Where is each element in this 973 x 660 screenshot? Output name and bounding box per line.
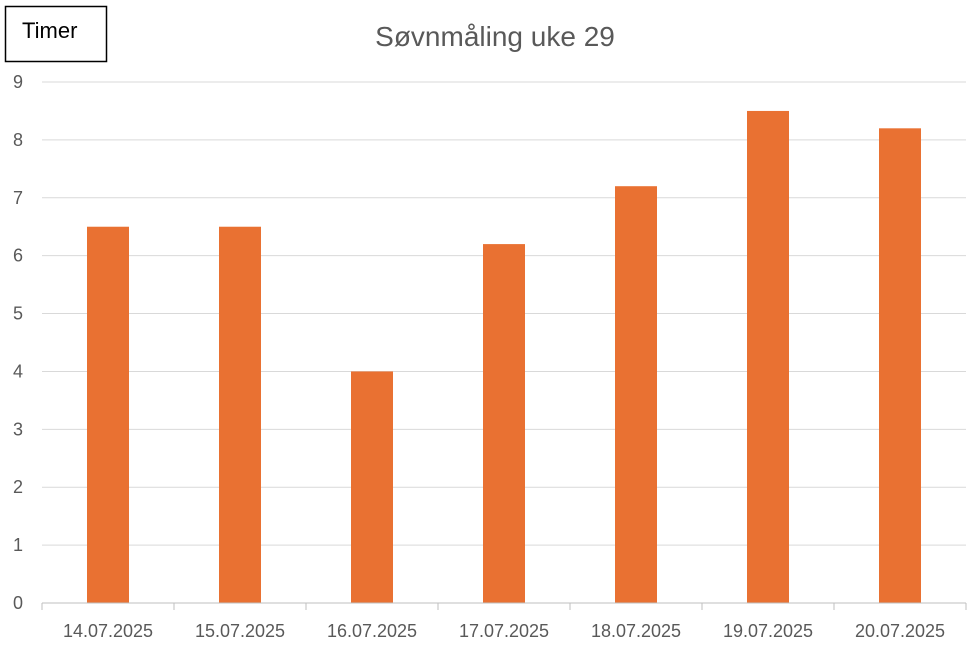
y-tick-label: 4: [13, 361, 23, 381]
x-tick-label: 16.07.2025: [327, 621, 417, 641]
x-tick-label: 19.07.2025: [723, 621, 813, 641]
y-axis-label: Timer: [22, 18, 77, 43]
y-unit-label-box: Timer: [4, 5, 108, 63]
chart-title: Søvnmåling uke 29: [375, 21, 615, 52]
y-tick-label: 9: [13, 72, 23, 92]
x-tick-label: 14.07.2025: [63, 621, 153, 641]
bar: [615, 186, 657, 603]
x-tick-labels: 14.07.2025 15.07.2025 16.07.2025 17.07.2025…: [63, 621, 945, 641]
x-tick-label: 17.07.2025: [459, 621, 549, 641]
bars: [87, 110, 921, 604]
x-tick-label: 15.07.2025: [195, 621, 285, 641]
y-tick-label: 8: [13, 130, 23, 150]
y-tick-label: 3: [13, 419, 23, 439]
y-tick-labels: 0 1 2 3 4 5 6 7 8 9: [13, 72, 23, 613]
bar: [219, 226, 261, 603]
bar: [351, 371, 393, 603]
y-tick-label: 2: [13, 477, 23, 497]
y-tick-label: 7: [13, 188, 23, 208]
y-tick-label: 1: [13, 535, 23, 555]
bar: [747, 110, 789, 603]
y-tick-label: 5: [13, 304, 23, 324]
bar: [483, 244, 525, 604]
bar: [879, 128, 921, 604]
y-tick-label: 6: [13, 246, 23, 266]
y-tick-label: 0: [13, 593, 23, 613]
bar: [87, 226, 129, 603]
x-axis: [41, 602, 967, 610]
y-unit-box-border: [4, 5, 108, 63]
x-tick-label: 18.07.2025: [591, 621, 681, 641]
x-tick-label: 20.07.2025: [855, 621, 945, 641]
